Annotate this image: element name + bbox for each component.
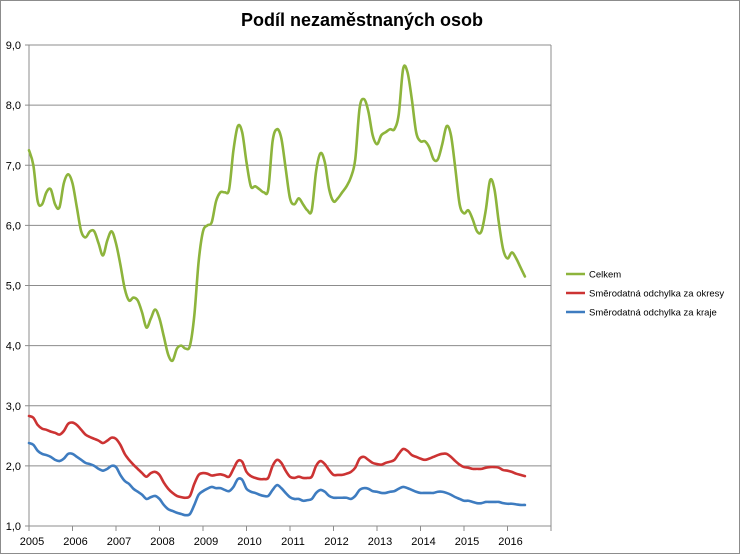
y-axis-ticks: 1,0 2,0 3,0 4,0 5,0 6,0 7,0 8,0 9,0 [6,40,21,533]
series-line-smerodatna-odchylka-za-kraje [27,441,527,517]
legend-label: Směrodatná odchylka za okresy [589,289,724,300]
y-tick-label: 8,0 [6,100,21,112]
x-tick-label: 2012 [324,536,348,548]
y-tick-label: 4,0 [6,341,21,353]
y-tick-label: 2,0 [6,461,21,473]
x-tick-label: 2010 [237,536,261,548]
x-tick-label: 2015 [455,536,479,548]
legend-label: Směrodatná odchylka za kraje [589,308,717,319]
x-tick-label: 2013 [368,536,392,548]
series-line-celkem [27,64,527,363]
x-tick-label: 2008 [150,536,174,548]
x-tick-label: 2016 [498,536,522,548]
y-tick-label: 3,0 [6,401,21,413]
x-tick-label: 2009 [194,536,218,548]
y-tick-label: 1,0 [6,521,21,533]
x-axis-ticks: 2005 2006 2007 2008 2009 2010 2011 2012 2013 2014… [20,536,523,548]
y-tick-label: 7,0 [6,160,21,172]
y-tick-label: 9,0 [6,40,21,52]
y-tick-label: 6,0 [6,220,21,232]
gridlines [29,44,551,467]
axes [25,44,552,531]
x-tick-label: 2011 [281,536,305,548]
y-tick-label: 5,0 [6,281,21,293]
x-tick-label: 2005 [20,536,44,548]
x-tick-label: 2007 [107,536,131,548]
x-tick-label: 2014 [411,536,435,548]
chart-title: Podíl nezaměstnaných osob [241,10,483,30]
series-line-smerodatna-odchylka-za-okresy [27,414,527,500]
x-tick-label: 2006 [63,536,87,548]
legend: Celkem Směrodatná odchylka za okresy Směro… [566,270,724,319]
series-lines [27,64,527,517]
legend-label: Celkem [589,270,621,281]
